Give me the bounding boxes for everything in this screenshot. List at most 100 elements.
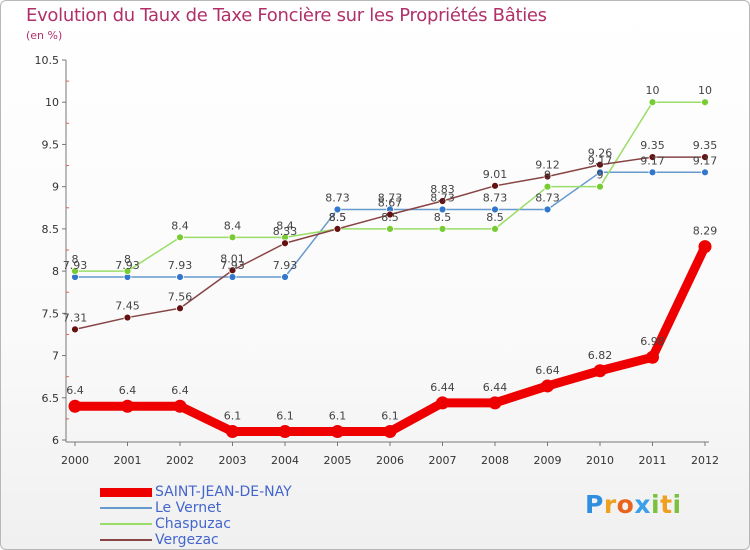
logo-letter: o (616, 490, 635, 519)
data-point-saint-jean-de-nay (121, 399, 134, 413)
data-point-chaspuzac (648, 98, 657, 107)
data-label-vergezac: 7.31 (63, 311, 88, 324)
data-point-saint-jean-de-nay (436, 396, 449, 410)
x-tick-label: 2010 (586, 454, 614, 467)
data-point-saint-jean-de-nay (488, 396, 502, 410)
data-point-chaspuzac (71, 267, 79, 276)
data-point-vergezac (71, 325, 79, 334)
y-tick-label: 6 (52, 434, 59, 447)
x-tick-label: 2004 (271, 454, 299, 467)
data-point-saint-jean-de-nay (226, 425, 239, 439)
data-point-vergezac (386, 210, 394, 219)
legend-item-le-vernet: Le Vernet (100, 500, 292, 516)
data-label-saint-jean-de-nay: 6.82 (588, 349, 613, 362)
data-point-saint-jean-de-nay (646, 350, 659, 364)
data-label-chaspuzac: 10 (698, 84, 712, 97)
data-label-saint-jean-de-nay: 6.98 (640, 335, 665, 348)
data-label-chaspuzac: 9 (597, 169, 604, 182)
data-label-le-vernet: 7.93 (273, 259, 298, 272)
legend-item-vergezac: Vergezac (100, 532, 292, 548)
logo-letter: P (585, 490, 604, 519)
data-label-chaspuzac: 8.5 (381, 211, 399, 224)
data-point-le-vernet (543, 205, 552, 214)
data-label-le-vernet: 9.17 (640, 154, 665, 167)
data-label-saint-jean-de-nay: 6.1 (224, 410, 242, 423)
data-label-vergezac: 7.45 (115, 300, 140, 313)
legend-label: Le Vernet (155, 499, 222, 516)
data-label-chaspuzac: 8 (124, 253, 131, 266)
line-chart: 6 6.5 7 7.5 8 8.5 9 9.5 10 10.5 2000 2001 2002 2003 20… (35, 54, 720, 467)
data-point-saint-jean-de-nay (698, 240, 712, 254)
data-point-vergezac (596, 160, 604, 169)
data-label-chaspuzac: 8.5 (486, 211, 504, 224)
x-tick-label: 2003 (219, 454, 247, 467)
data-point-vergezac (648, 153, 657, 162)
data-label-saint-jean-de-nay: 6.1 (329, 410, 347, 423)
data-point-chaspuzac (491, 224, 499, 233)
data-point-le-vernet (281, 273, 289, 281)
legend-item-chaspuzac: Chaspuzac (100, 516, 292, 532)
y-tick-label: 9 (52, 181, 59, 194)
data-label-le-vernet: 8.73 (378, 191, 403, 204)
data-point-le-vernet (228, 273, 237, 281)
data-label-vergezac: 8.83 (430, 183, 455, 196)
data-label-chaspuzac: 8.4 (224, 219, 242, 232)
data-point-chaspuzac (596, 182, 604, 191)
data-label-vergezac: 8.33 (273, 225, 298, 238)
data-label-chaspuzac: 9 (544, 169, 551, 182)
legend-swatch (100, 507, 152, 509)
x-tick-label: 2000 (61, 454, 89, 467)
data-point-le-vernet (701, 168, 709, 177)
data-point-chaspuzac (123, 267, 132, 276)
data-label-vergezac: 9.35 (640, 139, 665, 152)
data-point-vergezac (701, 153, 709, 162)
data-point-chaspuzac (228, 233, 237, 242)
y-tick-label: 7 (52, 350, 59, 363)
x-tick-label: 2007 (429, 454, 457, 467)
y-tick-label: 6.5 (42, 392, 60, 405)
data-label-saint-jean-de-nay: 6.64 (535, 364, 560, 377)
data-label-chaspuzac: 8.4 (171, 219, 189, 232)
x-tick-label: 2001 (114, 454, 142, 467)
x-tick-label: 2002 (166, 454, 194, 467)
data-point-vergezac (543, 172, 552, 181)
y-tick-label: 10 (45, 96, 59, 109)
data-point-le-vernet (438, 205, 447, 214)
data-point-saint-jean-de-nay (278, 425, 292, 439)
data-label-chaspuzac: 8 (72, 253, 79, 266)
data-point-vergezac (176, 304, 184, 313)
y-tick-label: 10.5 (35, 54, 60, 67)
data-point-chaspuzac (438, 224, 447, 233)
legend-item-saint-jean-de-nay: SAINT-JEAN-DE-NAY (100, 484, 292, 500)
data-point-le-vernet (176, 273, 184, 281)
data-label-le-vernet: 8.73 (430, 191, 455, 204)
legend: SAINT-JEAN-DE-NAY Le Vernet Chaspuzac Verge… (100, 484, 292, 548)
series-line-saint-jean-de-nay (70, 242, 710, 437)
data-label-saint-jean-de-nay: 6.4 (119, 384, 137, 397)
data-label-saint-jean-de-nay: 6.1 (381, 410, 399, 423)
y-tick-label: 8.5 (42, 223, 60, 236)
logo-letter: x (634, 490, 651, 519)
x-tick-label: 2008 (481, 454, 509, 467)
data-label-le-vernet: 9.17 (693, 154, 718, 167)
data-point-vergezac (123, 313, 132, 322)
data-label-le-vernet: 7.93 (63, 259, 88, 272)
data-label-saint-jean-de-nay: 6.44 (483, 381, 508, 394)
x-tick-label: 2006 (376, 454, 404, 467)
data-label-chaspuzac: 8.5 (434, 211, 452, 224)
data-label-chaspuzac: 10 (646, 84, 660, 97)
legend-label: SAINT-JEAN-DE-NAY (155, 483, 292, 500)
x-tick-label: 2009 (534, 454, 562, 467)
data-point-le-vernet (333, 205, 342, 214)
data-label-le-vernet: 8.73 (325, 191, 350, 204)
data-label-vergezac: 9.12 (535, 159, 560, 172)
legend-swatch (100, 523, 152, 525)
data-label-vergezac: 7.56 (168, 290, 193, 303)
logo-letter: i (672, 490, 682, 519)
data-point-le-vernet (648, 168, 657, 177)
data-point-saint-jean-de-nay (173, 399, 187, 413)
legend-label: Chaspuzac (155, 515, 231, 532)
data-point-chaspuzac (176, 233, 184, 242)
data-label-le-vernet: 8.73 (535, 191, 560, 204)
chart-title: Evolution du Taux de Taxe Foncière sur l… (26, 5, 547, 26)
